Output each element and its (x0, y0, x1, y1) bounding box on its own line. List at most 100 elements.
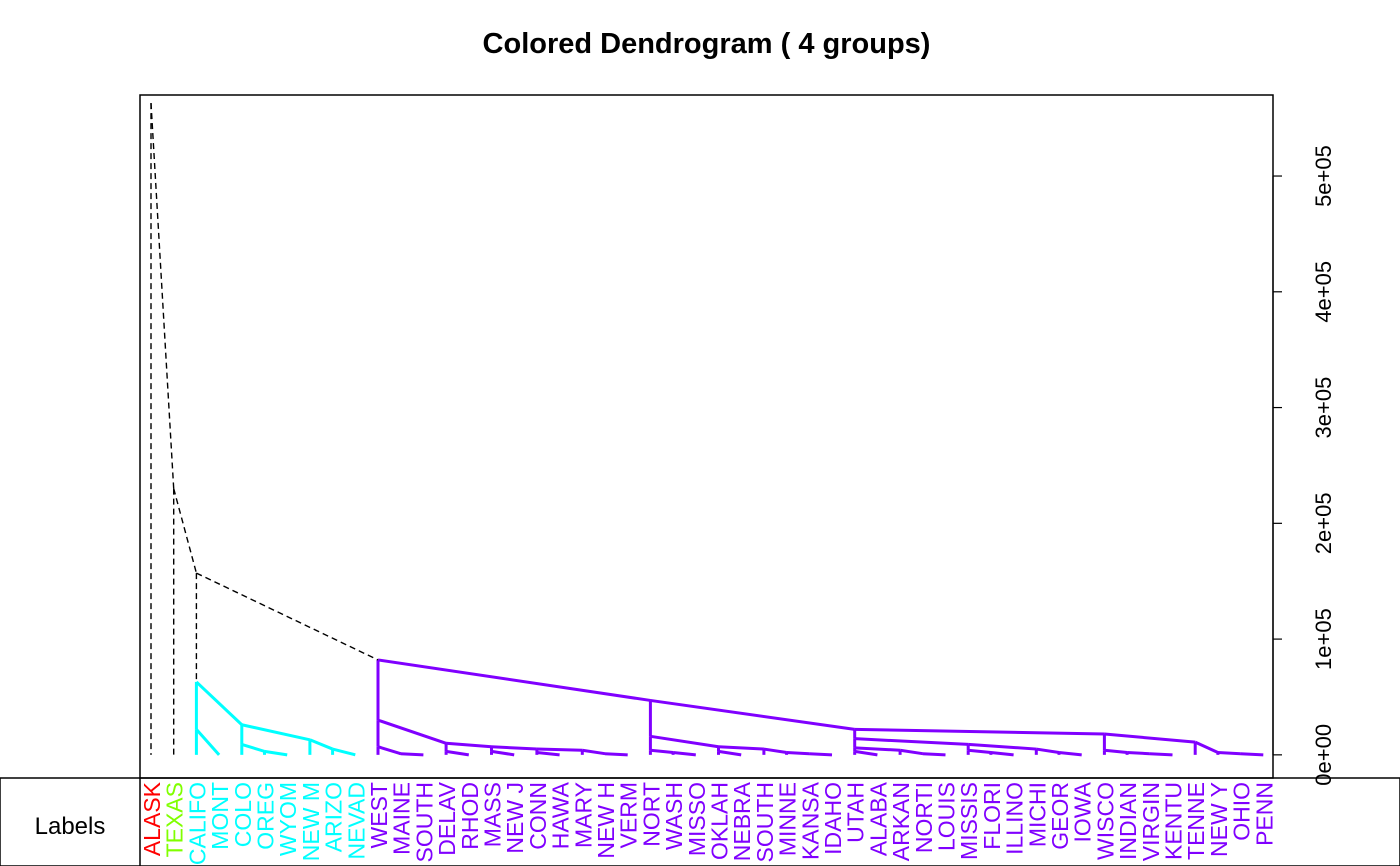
y-tick-label: 4e+05 (1311, 261, 1336, 323)
leaf-label: NEW H (593, 782, 619, 859)
dendro-link (1058, 751, 1082, 757)
dendro-link (195, 728, 221, 756)
y-tick-label: 2e+05 (1311, 492, 1336, 554)
dendro-link (968, 742, 1037, 751)
dendro-link (650, 698, 855, 731)
leaf-label: ILLINO (1002, 782, 1028, 855)
leaf-label: ARIZO (321, 782, 347, 852)
dendro-link (241, 723, 311, 742)
dendro-link (1217, 751, 1241, 756)
leaf-label: NEW Y (1206, 782, 1232, 857)
dendro-link (1127, 751, 1150, 756)
leaf-label: OHIO (1229, 782, 1255, 841)
leaf-label: IDAHO (820, 782, 846, 855)
leaf-label: MICHI (1024, 782, 1050, 847)
dendro-link (786, 751, 810, 756)
leaf-label: ARKAN (888, 782, 914, 861)
dendro-link (1036, 747, 1060, 755)
y-tick-label: 0e+00 (1311, 724, 1336, 786)
dendro-link (377, 745, 402, 756)
tree-branches (150, 103, 1264, 757)
leaf-label: WISCO (1092, 782, 1118, 860)
dendro-link (536, 751, 560, 757)
leaf-label: ALABA (865, 781, 891, 856)
dendro-link (445, 749, 470, 757)
y-tick-label: 5e+05 (1311, 145, 1336, 207)
leaf-label: ALASK (139, 781, 165, 856)
leaf-label: MONT (207, 782, 233, 850)
leaf-label: UTAH (843, 782, 869, 843)
dendro-link (195, 680, 243, 726)
leaf-label: MISSO (684, 782, 710, 856)
leaf-label: NEW J (502, 782, 528, 854)
dendro-link (491, 749, 515, 757)
leaf-label: COLO (230, 782, 256, 847)
dendro-link (400, 752, 424, 757)
colorbar-frame (0, 777, 1400, 866)
dendro-link (650, 748, 674, 755)
dendro-link (445, 741, 492, 749)
dendro-link (854, 746, 901, 752)
dendro-link (1149, 752, 1173, 757)
dendro-link (718, 745, 764, 751)
leaf-label: WEST (366, 782, 392, 848)
leaf-label: TEXAS (162, 782, 188, 857)
leaf-label: DELAV (434, 781, 460, 855)
leaf-label: FLORI (979, 782, 1005, 850)
leaf-label: VIRGIN (1138, 782, 1164, 861)
leaf-label: NEBRA (729, 781, 755, 861)
dendro-link (763, 747, 787, 755)
leaf-label: INDIAN (1115, 782, 1141, 860)
dendro-link (922, 752, 946, 757)
dendro-link (604, 752, 628, 757)
leaf-label: MAINE (389, 782, 415, 855)
dendro-link-dashed (173, 488, 198, 574)
dendro-link (672, 751, 696, 757)
plot-frame (139, 94, 1274, 779)
leaf-label: HAWA (548, 781, 574, 849)
leaf-label: WASH (661, 782, 687, 850)
colorbar-label: Labels (35, 813, 106, 840)
dendro-link (377, 658, 651, 702)
chart-title: Colored Dendrogram ( 4 groups) (482, 28, 931, 60)
dendro-link (854, 749, 878, 757)
leaf-label: KENTU (1161, 782, 1187, 860)
dendro-link (718, 749, 742, 757)
leaf-label: OKLAH (707, 782, 733, 860)
dendro-link (854, 727, 1105, 736)
leaf-label: NORT (638, 782, 664, 847)
leaf-label: PENN (1251, 782, 1277, 846)
dendro-link (332, 747, 356, 757)
leaf-label: VERM (616, 782, 642, 848)
leaf-label: GEOR (1047, 782, 1073, 850)
dendro-link (899, 748, 924, 756)
leaf-label: MARY (570, 782, 596, 848)
leaf-label: RHOD (457, 782, 483, 850)
dendro-link (809, 752, 833, 757)
leaf-label: CALIFO (184, 782, 210, 865)
leaf-label: MISSIS (956, 782, 982, 860)
leaf-label: NEW M (298, 782, 324, 861)
dendro-link (582, 748, 606, 756)
leaf-label: TENNE (1183, 782, 1209, 860)
dendro-link-dashed (150, 103, 175, 489)
dendro-link-dashed (196, 572, 379, 661)
y-tick-label: 1e+05 (1311, 608, 1336, 670)
y-axis: 0e+00 1e+05 2e+05 3e+05 4e+05 5e+05 (1272, 145, 1336, 786)
leaf-label: SOUTH (752, 782, 778, 863)
leaf-label: NEVAD (343, 782, 369, 860)
dendro-link (1194, 740, 1219, 754)
leaf-label: LOUIS (934, 782, 960, 851)
y-tick-label: 3e+05 (1311, 377, 1336, 439)
dendro-link (650, 734, 719, 749)
leaf-label: IOWA (1070, 781, 1096, 842)
leaf-label: MASS (480, 782, 506, 847)
leaf-label: SOUTH (411, 782, 437, 863)
dendro-link (536, 747, 583, 752)
leaf-label: CONN (525, 782, 551, 850)
dendro-link (1104, 748, 1128, 755)
leaf-label: OREG (253, 782, 279, 850)
dendro-link (491, 745, 537, 751)
dendro-link (377, 718, 447, 745)
dendro-link (990, 751, 1014, 757)
